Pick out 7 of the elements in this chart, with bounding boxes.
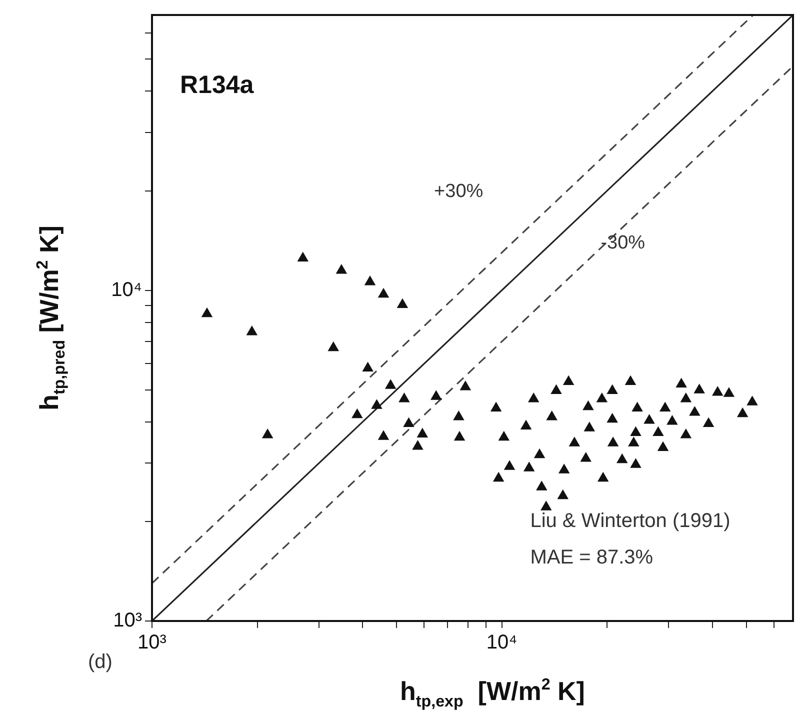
y-axis-title: htp,pred [W/m2 K] [34,226,68,410]
annotation: MAE = 87.3% [530,546,654,568]
text: R134a [180,71,255,99]
text: (d) [88,651,112,673]
annotation: -30% [600,232,646,254]
annotation: +30% [434,180,484,202]
annotation: Liu & Winterton (1991) [530,510,730,532]
